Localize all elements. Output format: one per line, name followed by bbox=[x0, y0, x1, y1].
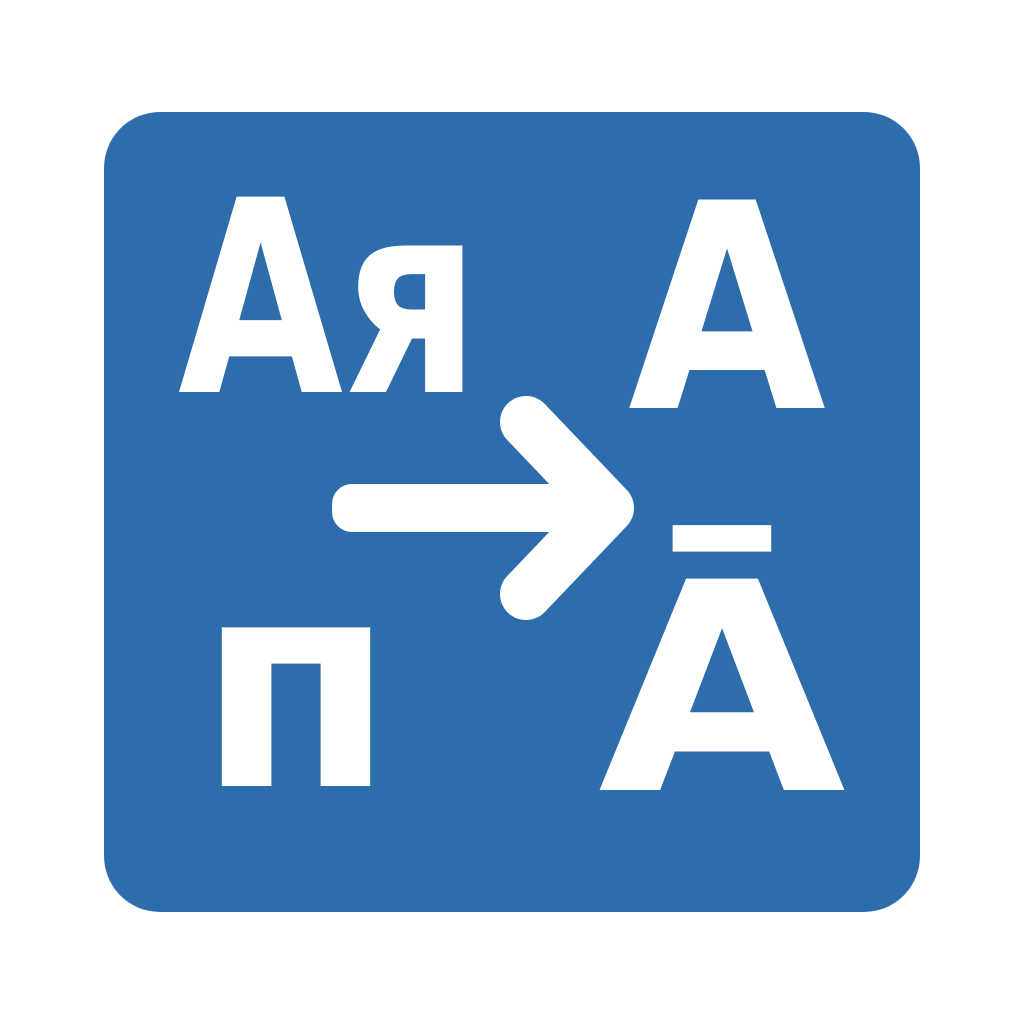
translate-icon: Aя A п Ā bbox=[104, 112, 920, 912]
target-glyph-bottom: Ā bbox=[598, 522, 848, 859]
source-glyphs-top: Aя bbox=[178, 144, 480, 456]
arrow-right-icon bbox=[332, 396, 634, 620]
source-glyph-bottom: п bbox=[198, 518, 394, 855]
target-glyph-top: A bbox=[628, 144, 828, 476]
